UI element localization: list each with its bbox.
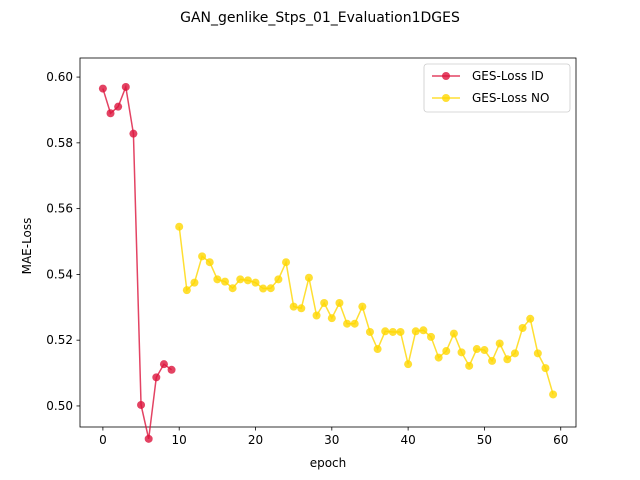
data-point: [533, 349, 542, 358]
data-point: [304, 273, 313, 282]
x-tick-label: 60: [553, 433, 568, 447]
data-point: [442, 347, 451, 356]
data-point: [327, 314, 336, 323]
series-line-1: [102, 84, 173, 440]
data-point: [358, 302, 367, 311]
chart-title: GAN_genlike_Stps_01_Evaluation1DGES: [180, 10, 460, 26]
data-point: [243, 276, 252, 285]
data-point: [518, 324, 527, 333]
data-point: [182, 286, 191, 295]
y-tick-label: 0.58: [46, 136, 73, 150]
legend-swatch-marker: [442, 72, 450, 80]
data-point: [259, 284, 268, 293]
legend: GES-Loss ID GES-Loss NO: [423, 63, 571, 113]
data-point: [312, 311, 321, 320]
x-tick-label: 20: [248, 433, 263, 447]
data-point: [167, 365, 176, 374]
data-point: [190, 278, 199, 287]
data-point: [427, 332, 436, 341]
y-axis-label: MAE-Loss: [20, 218, 34, 275]
data-point: [350, 319, 359, 328]
data-point: [114, 102, 123, 111]
data-point: [144, 434, 153, 443]
data-point: [510, 349, 519, 358]
data-point: [129, 129, 138, 138]
data-point: [465, 361, 474, 370]
legend-swatch-marker: [442, 94, 450, 102]
y-tick-label: 0.54: [46, 267, 73, 281]
data-point: [434, 353, 443, 362]
data-point: [121, 82, 130, 91]
data-point: [175, 222, 184, 231]
data-point: [106, 109, 115, 118]
data-point: [549, 390, 558, 399]
x-tick-label: 40: [400, 433, 415, 447]
data-point: [266, 284, 275, 293]
legend-label: GES-Loss NO: [472, 91, 549, 105]
data-point: [137, 400, 146, 409]
data-point: [503, 355, 512, 364]
series-line-2: [178, 226, 554, 395]
y-tick-label: 0.50: [46, 399, 73, 413]
data-point: [381, 327, 390, 336]
data-point: [526, 314, 535, 323]
x-tick-label: 10: [172, 433, 187, 447]
data-point: [488, 356, 497, 365]
data-point: [282, 258, 291, 267]
data-point: [419, 326, 428, 335]
data-point: [220, 277, 229, 286]
y-tick-label: 0.60: [46, 70, 73, 84]
data-point: [274, 275, 283, 284]
data-point: [320, 299, 329, 308]
y-tick-label: 0.56: [46, 202, 73, 216]
data-point: [251, 278, 260, 287]
data-point: [457, 348, 466, 357]
data-point: [289, 302, 298, 311]
data-point: [388, 327, 397, 336]
data-point: [159, 360, 168, 369]
x-axis-label: epoch: [310, 456, 347, 470]
data-point: [213, 275, 222, 284]
data-point: [198, 252, 207, 261]
data-point: [335, 299, 344, 308]
legend-label: GES-Loss ID: [472, 69, 544, 83]
data-point: [411, 327, 420, 336]
data-point: [365, 327, 374, 336]
data-point: [449, 329, 458, 338]
x-tick-label: 30: [324, 433, 339, 447]
data-point: [297, 304, 306, 313]
axes-frame: [79, 57, 577, 428]
legend-box: [423, 63, 571, 113]
x-tick-label: 50: [477, 433, 492, 447]
data-point: [495, 339, 504, 348]
data-point: [373, 345, 382, 354]
data-point: [236, 275, 245, 284]
data-point: [541, 364, 550, 373]
plot-area: 0 10 20 30 40 50 60 0.50 0.52 0.54 0.56 0.58 0.60: [46, 57, 577, 447]
data-point: [152, 373, 161, 382]
x-tick-label: 0: [99, 433, 107, 447]
y-tick-label: 0.52: [46, 333, 73, 347]
data-point: [480, 346, 489, 355]
data-point: [396, 327, 405, 336]
data-point: [404, 360, 413, 369]
data-point: [343, 319, 352, 328]
data-point: [98, 84, 107, 93]
data-point: [205, 258, 214, 267]
data-point: [228, 284, 237, 293]
data-point: [472, 345, 481, 354]
